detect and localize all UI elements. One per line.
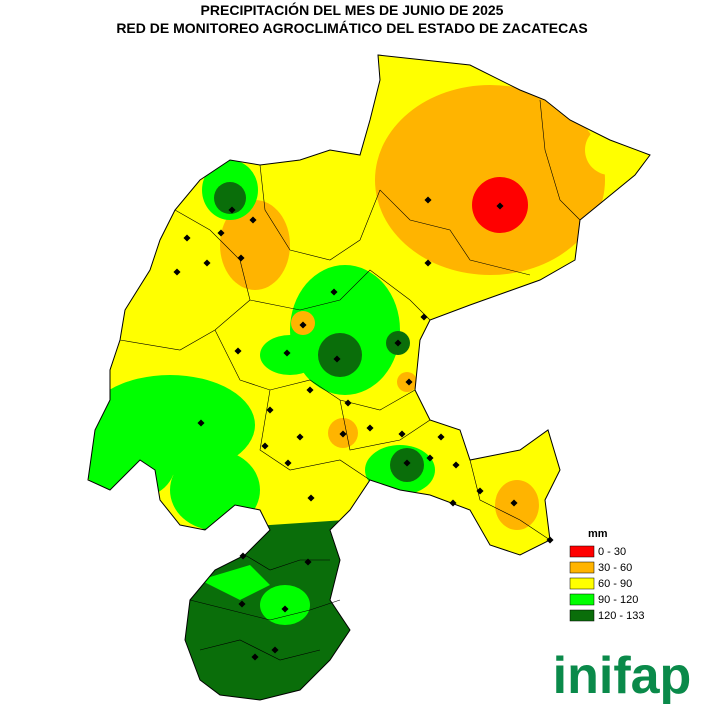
station (237, 254, 245, 262)
zone (214, 182, 246, 214)
station (304, 558, 312, 566)
station (339, 430, 347, 438)
station (405, 378, 413, 386)
map-title: PRECIPITACIÓN DEL MES DE JUNIO DE 2025 (201, 1, 504, 18)
zone (260, 585, 310, 625)
station (452, 461, 460, 469)
legend-label: 120 - 133 (598, 610, 644, 622)
station (437, 433, 445, 441)
station (203, 259, 211, 267)
station (271, 646, 279, 654)
station (546, 536, 554, 544)
legend-swatch (569, 545, 595, 558)
station (266, 406, 274, 414)
state-outline (87, 54, 651, 701)
station (249, 216, 257, 224)
station (173, 268, 181, 276)
logo: inifap (553, 647, 692, 705)
municipal-borders (119, 99, 581, 661)
legend-label: 60 - 90 (598, 578, 632, 590)
station (403, 459, 411, 467)
station (251, 653, 259, 661)
station (283, 349, 291, 357)
zone (585, 125, 635, 175)
station (238, 600, 246, 608)
station (344, 399, 352, 407)
station (424, 196, 432, 204)
station (366, 424, 374, 432)
station (394, 339, 402, 347)
zone (88, 430, 175, 500)
station (330, 288, 338, 296)
zone (318, 333, 362, 377)
station (420, 313, 428, 321)
station (426, 454, 434, 462)
legend-label: 30 - 60 (598, 562, 632, 574)
legend-label: 0 - 30 (598, 546, 626, 558)
station (398, 430, 406, 438)
legend-label: 90 - 120 (598, 594, 638, 606)
station (284, 459, 292, 467)
legend-swatch (569, 561, 595, 574)
zone (200, 565, 270, 600)
legend-swatch (569, 593, 595, 606)
legend: 0 - 30 30 - 60 60 - 90 90 - 120 120 - 133 (569, 545, 644, 622)
legend-swatch (569, 609, 595, 622)
map-subtitle: RED DE MONITOREO AGROCLIMÁTICO DEL ESTAD… (116, 20, 587, 36)
zone (495, 480, 539, 530)
station (217, 229, 225, 237)
station (476, 487, 484, 495)
station (197, 419, 205, 427)
station (333, 355, 341, 363)
legend-swatch (569, 577, 595, 590)
legend-title: mm (588, 528, 608, 540)
station (281, 605, 289, 613)
station (510, 499, 518, 507)
station (234, 347, 242, 355)
stations (173, 196, 554, 661)
station (496, 202, 504, 210)
station (228, 206, 236, 214)
station (296, 433, 304, 441)
station (307, 494, 315, 502)
station (261, 442, 269, 450)
station (306, 386, 314, 394)
station (449, 499, 457, 507)
station (239, 552, 247, 560)
station (183, 234, 191, 242)
zone (170, 450, 260, 530)
station (299, 321, 307, 329)
station (424, 259, 432, 267)
zone (260, 335, 320, 375)
